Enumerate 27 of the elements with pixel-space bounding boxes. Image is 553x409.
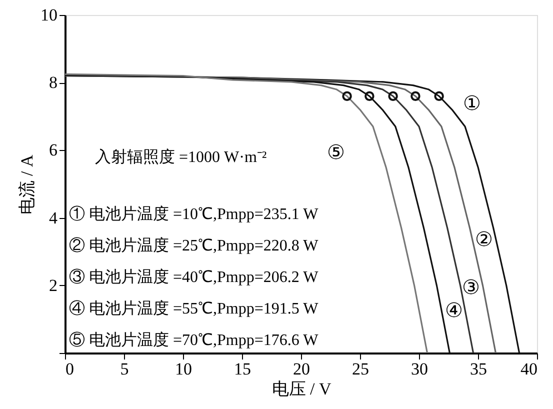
annotation: ④ bbox=[445, 300, 463, 322]
annotation: ① bbox=[463, 93, 481, 115]
annotation: ③ 电池片温度 =40℃,Pmpp=206.2 W bbox=[69, 268, 320, 286]
x-tick-label: 10 bbox=[175, 360, 192, 378]
annotation: ① 电池片温度 =10℃,Pmpp=235.1 W bbox=[69, 205, 320, 223]
x-tick-label: 15 bbox=[234, 360, 251, 378]
annotation: ⑤ bbox=[327, 142, 345, 164]
annotation: 入射辐照度 =1000 W·m⁻² bbox=[95, 148, 267, 166]
x-tick-label: 20 bbox=[293, 360, 310, 378]
x-tick-label: 25 bbox=[352, 360, 369, 378]
x-tick-label: 5 bbox=[120, 360, 129, 378]
x-tick-label: 35 bbox=[470, 360, 487, 378]
y-tick-label: 2 bbox=[49, 276, 58, 295]
x-tick-label: 40 bbox=[520, 360, 538, 378]
annotation: ④ 电池片温度 =55℃,Pmpp=191.5 W bbox=[69, 300, 320, 318]
y-tick-label: 4 bbox=[49, 208, 58, 228]
y-tick-label: 8 bbox=[49, 73, 58, 92]
annotation: ⑤ 电池片温度 =70℃,Pmpp=176.6 W bbox=[69, 331, 320, 349]
y-tick-label: 6 bbox=[49, 140, 58, 160]
annotation: ③ bbox=[462, 277, 480, 299]
annotation: ② 电池片温度 =25℃,Pmpp=220.8 W bbox=[69, 236, 320, 254]
x-axis-title: 电压 / V bbox=[272, 380, 332, 398]
y-tick-label: 10 bbox=[40, 6, 58, 24]
y-axis-title: 电流 / A bbox=[18, 154, 36, 214]
x-tick-label: 30 bbox=[411, 360, 428, 378]
x-tick-label: 0 bbox=[66, 360, 74, 378]
annotation: ② bbox=[475, 229, 493, 251]
